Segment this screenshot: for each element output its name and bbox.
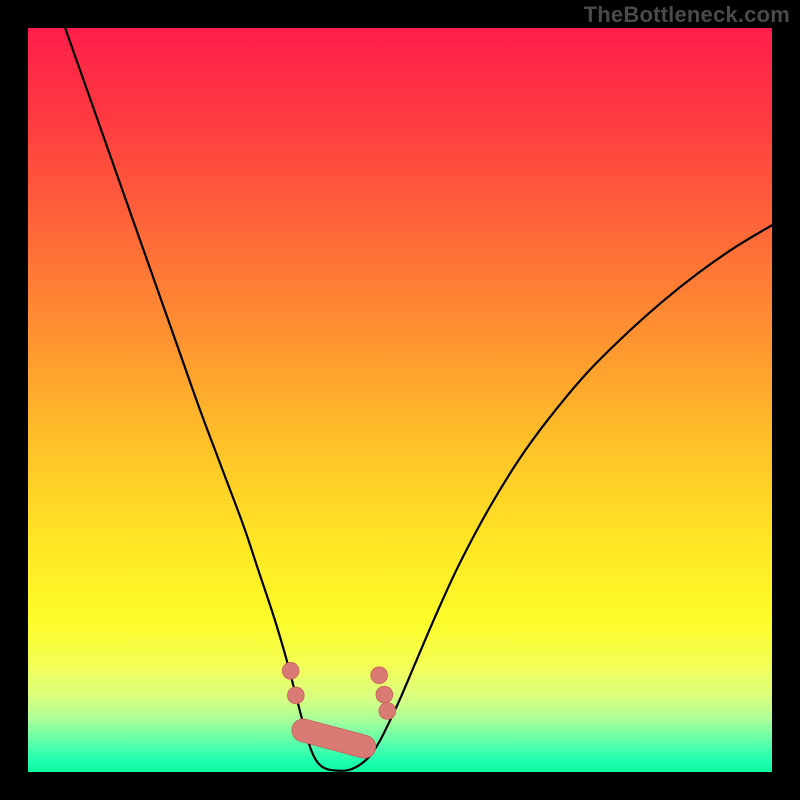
marker-point [371,667,387,683]
marker-point [288,687,304,703]
marker-point [283,663,299,679]
plot-background [28,28,772,772]
bottleneck-chart [0,0,800,800]
chart-frame: TheBottleneck.com [0,0,800,800]
marker-point [376,687,392,703]
marker-point [379,703,395,719]
watermark-text: TheBottleneck.com [584,2,790,28]
